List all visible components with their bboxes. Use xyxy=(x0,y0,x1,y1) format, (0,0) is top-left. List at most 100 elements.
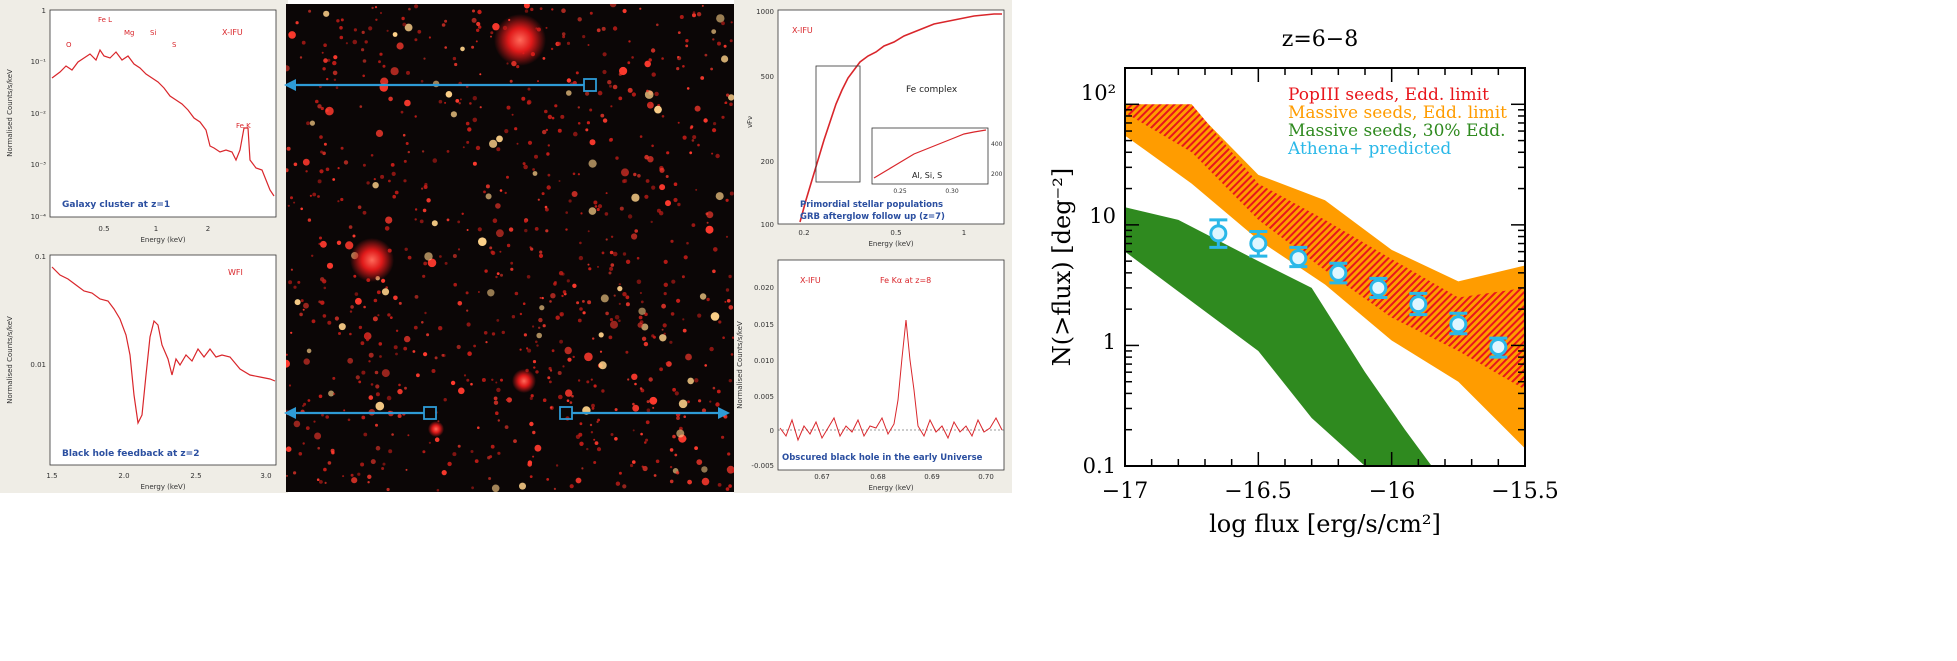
star xyxy=(374,370,379,375)
star xyxy=(682,318,685,321)
star xyxy=(542,398,547,403)
star xyxy=(413,325,418,330)
star xyxy=(730,21,733,24)
left-top-xlabel: Energy (keV) xyxy=(140,236,185,244)
star xyxy=(474,459,479,463)
star xyxy=(511,315,516,319)
right-top-inset-xtick-1: 0.30 xyxy=(945,188,959,195)
star xyxy=(332,178,336,181)
star xyxy=(557,41,561,46)
star xyxy=(509,79,513,83)
star xyxy=(319,480,323,484)
y-tick-label-3: 10² xyxy=(1081,81,1116,105)
star xyxy=(586,121,590,125)
right-top-ytick-0: 1000 xyxy=(756,8,774,16)
star xyxy=(653,474,657,477)
star xyxy=(676,67,680,71)
star xyxy=(618,319,621,323)
star xyxy=(333,55,338,60)
star xyxy=(661,328,664,331)
star xyxy=(490,444,495,449)
star xyxy=(391,171,396,176)
star xyxy=(393,345,398,350)
star xyxy=(710,312,720,321)
star xyxy=(577,106,580,109)
star xyxy=(404,335,411,343)
star xyxy=(641,336,647,341)
star xyxy=(728,305,734,310)
star xyxy=(469,102,472,105)
star xyxy=(358,380,362,384)
right-bottom-xtick-2: 0.69 xyxy=(924,473,940,481)
left-top-ytick-1: 10⁻¹ xyxy=(31,58,47,66)
star xyxy=(550,293,556,299)
star xyxy=(288,31,296,39)
star xyxy=(358,325,363,330)
star xyxy=(588,207,597,215)
star xyxy=(444,19,448,23)
star xyxy=(407,434,410,437)
star xyxy=(652,406,655,409)
star xyxy=(490,250,494,254)
star xyxy=(551,8,554,11)
star xyxy=(663,282,668,287)
star xyxy=(669,340,673,344)
star xyxy=(659,167,665,173)
star xyxy=(535,370,539,374)
left-bottom-xtick-3: 3.0 xyxy=(260,472,271,480)
star xyxy=(632,460,636,464)
star xyxy=(491,332,496,336)
star xyxy=(711,29,717,34)
right-top-inset xyxy=(871,127,989,185)
star xyxy=(717,41,721,46)
star xyxy=(389,316,393,319)
star xyxy=(367,481,370,484)
star xyxy=(672,434,676,439)
star xyxy=(617,286,623,292)
star xyxy=(554,104,558,108)
star xyxy=(434,356,438,360)
chart-xlabel: log flux [erg/s/cm²] xyxy=(1209,510,1441,538)
star xyxy=(713,122,717,126)
star xyxy=(495,411,499,416)
star xyxy=(609,4,617,8)
star xyxy=(290,268,293,271)
star xyxy=(496,147,501,152)
star xyxy=(521,96,526,101)
star xyxy=(648,377,653,382)
star xyxy=(694,105,701,112)
star xyxy=(338,323,346,331)
star xyxy=(642,465,648,472)
star xyxy=(475,40,478,43)
star xyxy=(692,13,696,18)
right-top-annotation: Fe complex xyxy=(906,85,958,95)
star xyxy=(379,355,382,358)
star xyxy=(586,380,590,384)
star xyxy=(634,229,638,233)
star xyxy=(549,380,552,384)
star xyxy=(370,459,376,465)
star xyxy=(665,175,669,178)
star xyxy=(323,286,327,290)
star xyxy=(677,31,681,34)
star xyxy=(643,341,649,347)
right-top-xtick-1: 0.5 xyxy=(890,229,901,237)
star xyxy=(669,465,673,469)
star xyxy=(324,481,327,484)
star xyxy=(627,378,630,381)
star xyxy=(584,352,593,362)
right-top-inset-xtick-0: 0.25 xyxy=(893,188,907,195)
star xyxy=(457,444,461,448)
star xyxy=(473,344,476,348)
star xyxy=(441,353,445,357)
star xyxy=(530,247,534,251)
star xyxy=(375,129,384,137)
star xyxy=(492,218,498,223)
star xyxy=(432,158,438,163)
right-top-xtick-2: 1 xyxy=(962,229,966,237)
star xyxy=(487,289,495,297)
star xyxy=(576,301,580,305)
star xyxy=(379,52,383,56)
star xyxy=(614,315,620,320)
star xyxy=(600,294,609,303)
